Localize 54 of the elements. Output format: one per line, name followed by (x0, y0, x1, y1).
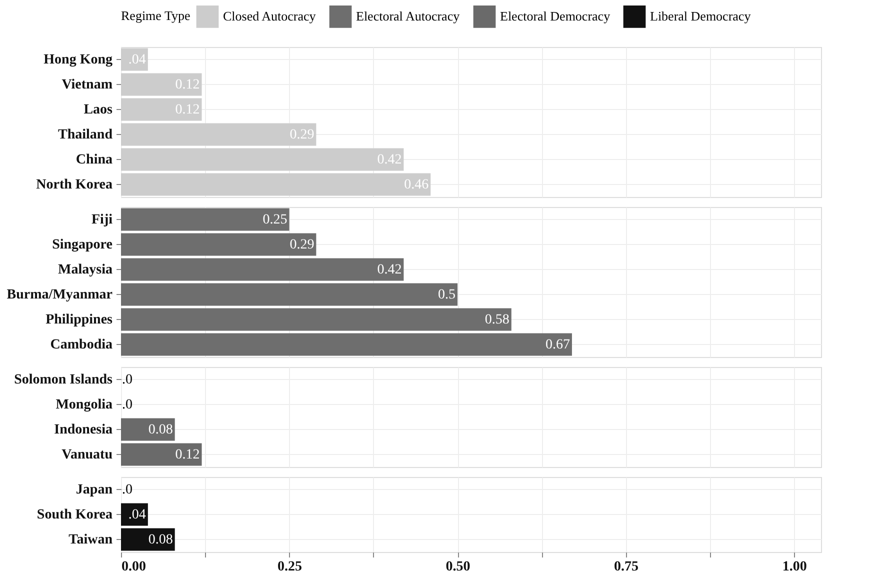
y-tick-label: Singapore (52, 238, 112, 252)
bar (121, 48, 148, 71)
y-tick-label: Vietnam (62, 78, 113, 92)
legend-title: Regime Type (121, 8, 190, 23)
bar (121, 308, 512, 331)
bar (121, 148, 404, 171)
y-tick-label: Indonesia (54, 422, 112, 438)
y-tick-label: Malaysia (58, 262, 112, 278)
y-tick-label: Fiji (92, 212, 113, 228)
x-tick-label: 0.75 (614, 560, 639, 574)
x-tick-label: 0.50 (446, 560, 470, 574)
data-label: 0.58 (484, 312, 510, 328)
legend-label: Electoral Autocracy (356, 8, 460, 24)
y-tick-label: Mongolia (56, 398, 112, 412)
bar (121, 233, 316, 256)
data-label: 0.29 (290, 238, 314, 252)
x-tick-label: 0.25 (278, 560, 302, 574)
y-tick-label: Laos (84, 102, 114, 118)
bar (121, 123, 316, 146)
x-tick-label: 1.00 (782, 560, 807, 574)
text: Electoral Democracy (500, 8, 611, 24)
data-label: .0 (122, 482, 132, 498)
legend-label: Closed Autocracy (223, 8, 316, 24)
data-label: 0.42 (377, 262, 402, 278)
bar (121, 98, 202, 121)
y-tick-label: Japan (76, 482, 113, 498)
y-tick-label: Solomon Islands (14, 372, 114, 388)
legend-label: Liberal Democracy (650, 8, 752, 24)
bar (121, 173, 431, 196)
data-label: .0 (122, 372, 132, 388)
y-tick-label: Thailand (58, 128, 113, 142)
data-label: 0.08 (148, 532, 173, 548)
data-label: 0.25 (262, 212, 288, 228)
data-label: .0 (122, 398, 132, 412)
bar (121, 73, 202, 96)
y-tick-label: North Korea (36, 178, 112, 192)
data-label: .04 (128, 508, 146, 522)
y-tick-label: Hong Kong (44, 52, 112, 68)
bar (121, 333, 572, 356)
x-tick-label: 0.00 (122, 560, 146, 574)
y-tick-label: Taiwan (68, 532, 113, 548)
data-label: 0.67 (545, 338, 570, 352)
bar (121, 283, 458, 306)
y-tick-label: South Korea (36, 508, 112, 522)
data-label: 0.5 (438, 288, 456, 302)
data-label: 0.08 (148, 422, 173, 438)
y-tick-label: Burma/Myanmar (6, 288, 112, 302)
bar (121, 208, 290, 231)
y-tick-label: Vanuatu (62, 448, 113, 462)
y-tick-label: China (76, 152, 112, 168)
data-label: 0.12 (175, 448, 200, 462)
bar (121, 258, 404, 281)
y-tick-label: Cambodia (50, 338, 112, 352)
y-tick-label: Philippines (46, 312, 114, 328)
